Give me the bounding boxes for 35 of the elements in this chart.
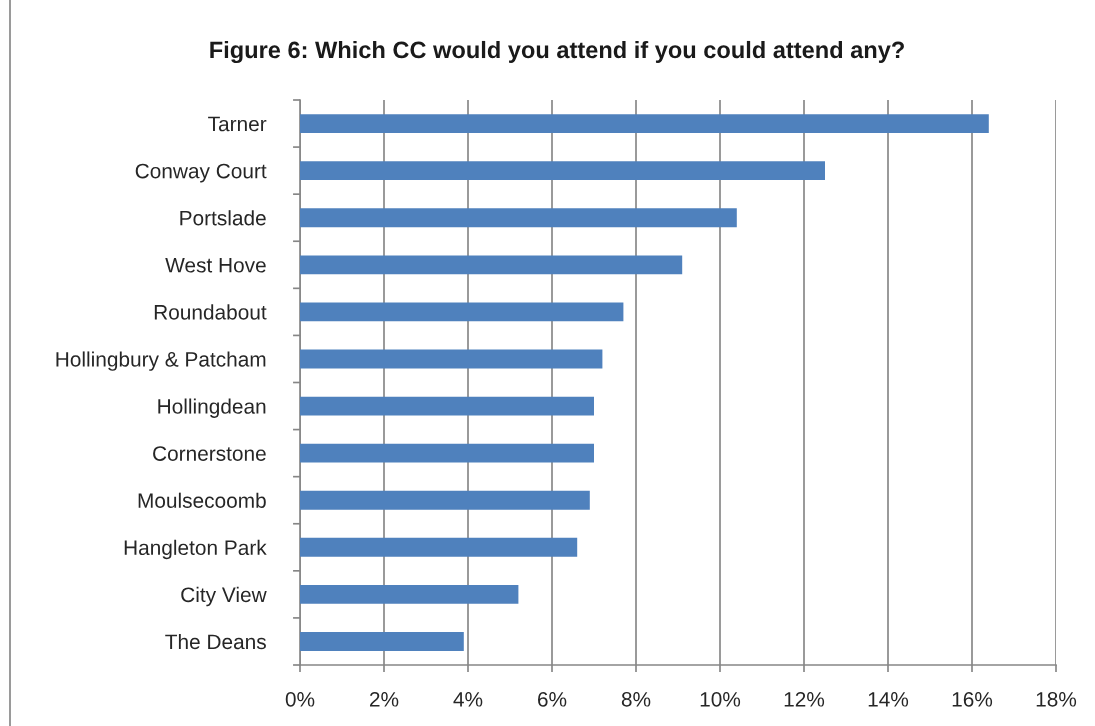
y-tick-label: Roundabout	[154, 304, 267, 320]
bar	[300, 208, 737, 228]
x-tick-label: 10%	[700, 691, 741, 707]
y-tick-label: Tarner	[208, 116, 267, 132]
bar	[300, 632, 464, 651]
x-tick-label: 14%	[868, 692, 909, 707]
x-tick-label: 2%	[369, 691, 399, 707]
bar	[300, 396, 594, 416]
y-tick-label: Portslade	[180, 210, 266, 226]
bar	[300, 255, 683, 275]
x-tick-label: 16%	[952, 691, 993, 707]
y-tick-label: Conway Court	[135, 163, 267, 183]
x-tick-label: 18%	[1036, 691, 1077, 707]
x-tick-label: 0%	[285, 691, 315, 707]
bar	[300, 443, 594, 463]
y-tick-label: Moulsecoomb	[138, 492, 266, 508]
y-tick-label: The Deans	[165, 633, 266, 650]
y-tick-label: West Hove	[165, 258, 266, 273]
y-tick-label: Hangleton Park	[124, 539, 267, 560]
bar	[300, 161, 825, 181]
y-tick-label: Hollingbury & Patcham	[56, 351, 266, 371]
bar	[300, 302, 624, 322]
x-tick-label: 8%	[621, 691, 651, 707]
x-tick-label: 6%	[538, 691, 567, 707]
bar	[300, 114, 989, 133]
y-tick-label: City View	[181, 586, 267, 607]
bar	[300, 490, 590, 510]
bar	[300, 537, 578, 557]
x-tick-label: 4%	[453, 692, 483, 707]
bar	[300, 584, 519, 604]
y-tick-label: Cornerstone	[153, 446, 266, 461]
y-tick-label: Hollingdean	[158, 398, 266, 418]
bar	[300, 349, 603, 369]
x-tick-label: 12%	[784, 691, 825, 707]
chart-title: Figure 6: Which CC would you attend if you could attend any?	[210, 40, 904, 64]
